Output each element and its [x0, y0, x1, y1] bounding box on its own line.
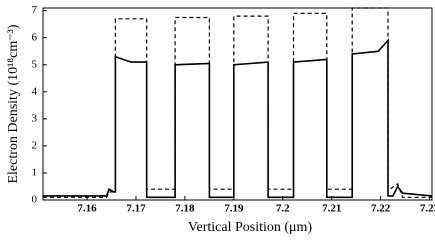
plot-frame: [42, 7, 433, 201]
x-axis-label: Vertical Position (μm): [188, 220, 312, 235]
y-tick-label: 4: [32, 85, 38, 97]
x-tick-label: 7.21: [322, 203, 341, 215]
y-tick-label: 3: [32, 112, 38, 124]
x-tick-label: 7.19: [224, 203, 244, 215]
x-tick-label: 7.17: [126, 203, 146, 215]
x-tick-label: 7.22: [371, 203, 391, 215]
line-series: [43, 7, 432, 198]
y-tick-label: 5: [32, 58, 38, 70]
x-tick-label: 7.16: [77, 203, 97, 215]
y-tick-label: 2: [32, 139, 38, 151]
y-tick-label: 0: [32, 194, 38, 206]
y-tick-label: 1: [32, 166, 38, 178]
x-tick-label: 7.23: [420, 203, 435, 215]
line-series: [43, 38, 433, 199]
y-tick-label: 6: [32, 31, 38, 43]
x-tick-label: 7.2: [276, 203, 290, 215]
y-tick-label: 7: [32, 4, 38, 16]
x-tick-label: 7.18: [175, 203, 195, 215]
y-axis-label: Electron Density (10¹⁸cm⁻³): [6, 24, 21, 183]
